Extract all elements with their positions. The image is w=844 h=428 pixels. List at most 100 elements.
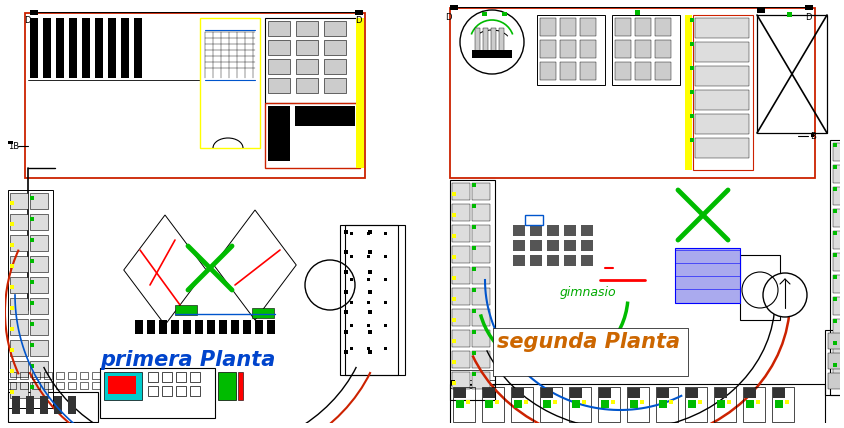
Bar xyxy=(383,347,387,350)
Bar xyxy=(452,213,456,217)
Bar xyxy=(148,372,158,382)
Bar xyxy=(832,253,844,271)
Text: segunda Planta: segunda Planta xyxy=(496,332,679,352)
Bar xyxy=(832,143,836,147)
Bar xyxy=(481,12,486,16)
Bar xyxy=(568,387,590,422)
Bar xyxy=(690,42,693,46)
Bar xyxy=(92,372,100,379)
Bar xyxy=(579,40,595,58)
Bar xyxy=(627,388,639,398)
Bar xyxy=(832,253,836,257)
Bar xyxy=(344,225,404,375)
Bar xyxy=(694,114,748,134)
Bar xyxy=(82,18,90,78)
Bar xyxy=(490,28,495,54)
Bar xyxy=(690,90,693,94)
Bar xyxy=(10,243,14,247)
Bar xyxy=(692,15,752,170)
Bar xyxy=(349,255,353,258)
Bar xyxy=(323,78,345,93)
Bar xyxy=(30,196,34,200)
Bar xyxy=(614,62,630,80)
Bar xyxy=(100,368,214,418)
Bar xyxy=(610,400,614,404)
Bar xyxy=(472,246,475,250)
Bar xyxy=(694,66,748,86)
Bar xyxy=(579,18,595,36)
Bar xyxy=(349,278,353,281)
Bar xyxy=(0,0,5,428)
Bar xyxy=(0,0,430,428)
Bar xyxy=(512,225,524,236)
Bar xyxy=(20,372,28,379)
Text: D: D xyxy=(24,16,30,25)
Bar xyxy=(344,250,348,254)
Bar xyxy=(774,400,782,408)
Bar xyxy=(10,382,28,398)
Bar xyxy=(368,290,371,294)
Bar xyxy=(30,340,48,356)
Bar xyxy=(472,204,475,208)
Bar xyxy=(472,225,490,242)
Bar xyxy=(349,347,353,350)
Bar xyxy=(435,0,440,428)
Bar xyxy=(726,400,730,404)
Bar xyxy=(344,350,348,354)
Bar xyxy=(523,400,528,404)
Bar xyxy=(366,255,370,258)
Bar xyxy=(581,255,592,266)
Bar xyxy=(756,15,826,133)
Bar xyxy=(472,246,490,263)
Bar xyxy=(657,388,668,398)
Bar xyxy=(537,15,604,85)
Bar xyxy=(243,320,251,334)
Bar xyxy=(563,255,576,266)
Bar xyxy=(450,380,454,385)
Bar xyxy=(827,333,844,349)
Bar xyxy=(827,373,844,389)
Bar xyxy=(8,190,53,408)
Bar xyxy=(611,15,679,85)
Bar xyxy=(148,386,158,396)
Bar xyxy=(190,386,200,396)
Bar xyxy=(450,180,495,400)
Bar xyxy=(690,66,693,70)
Bar xyxy=(450,380,495,388)
Bar xyxy=(56,18,64,78)
Bar xyxy=(717,400,724,408)
Bar xyxy=(30,235,48,251)
Bar xyxy=(366,232,370,235)
Bar xyxy=(739,255,779,320)
Bar xyxy=(344,310,348,314)
Bar xyxy=(10,264,14,268)
Bar xyxy=(162,372,172,382)
Bar xyxy=(121,18,129,78)
Bar xyxy=(453,388,465,398)
Bar xyxy=(452,276,456,280)
Bar xyxy=(30,10,38,15)
Bar xyxy=(472,309,475,313)
Bar xyxy=(512,240,524,251)
Bar xyxy=(355,18,364,168)
Bar xyxy=(435,0,844,428)
Bar xyxy=(218,372,235,400)
Bar xyxy=(452,297,456,301)
Bar xyxy=(383,278,387,281)
Bar xyxy=(450,370,495,385)
Bar xyxy=(68,396,76,414)
Bar xyxy=(472,330,490,347)
Bar xyxy=(634,62,650,80)
Bar xyxy=(8,382,16,389)
Bar xyxy=(581,225,592,236)
Bar xyxy=(832,341,836,345)
Bar xyxy=(10,214,28,230)
Bar xyxy=(694,138,748,158)
Bar xyxy=(756,8,764,13)
Bar xyxy=(368,330,371,334)
Bar xyxy=(598,388,610,398)
Bar xyxy=(539,62,555,80)
Bar xyxy=(56,372,64,379)
Text: D: D xyxy=(804,13,810,22)
Bar xyxy=(452,183,469,200)
